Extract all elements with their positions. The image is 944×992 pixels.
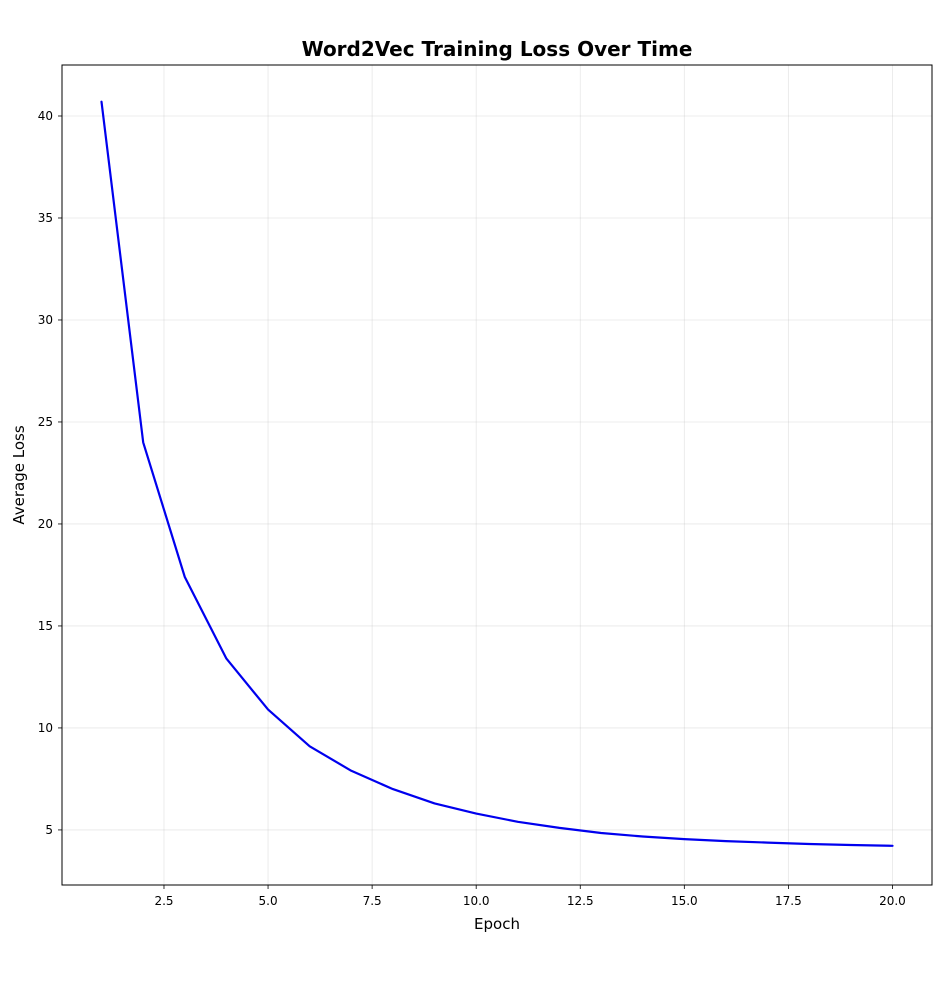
x-tick-label: 7.5 [363,894,382,908]
series-layer [100,100,894,847]
x-tick-label: 2.5 [154,894,173,908]
ticks-layer: 2.5 5.0 7.5 10.0 12.5 15.0 17.5 20.0 5 10 15 20 25 30… [38,109,906,908]
y-tick-label: 40 [38,109,53,123]
chart-title: Word2Vec Training Loss Over Time [302,37,693,61]
y-tick-label: 20 [38,517,53,531]
y-axis-label: Average Loss [10,425,28,524]
x-tick-label: 12.5 [567,894,594,908]
y-tick-label: 30 [38,313,53,327]
y-tick-label: 10 [38,721,53,735]
x-tick-label: 20.0 [879,894,906,908]
y-tick-label: 15 [38,619,53,633]
loss-series-line [100,100,894,847]
x-axis-label: Epoch [474,915,520,933]
y-tick-label: 35 [38,211,53,225]
plot-frame [61,64,933,886]
x-tick-label: 15.0 [671,894,698,908]
x-tick-label: 17.5 [775,894,802,908]
x-tick-label: 5.0 [259,894,278,908]
y-tick-label: 5 [45,823,53,837]
grid-layer [62,65,932,885]
x-tick-label: 10.0 [463,894,490,908]
y-tick-label: 25 [38,415,53,429]
